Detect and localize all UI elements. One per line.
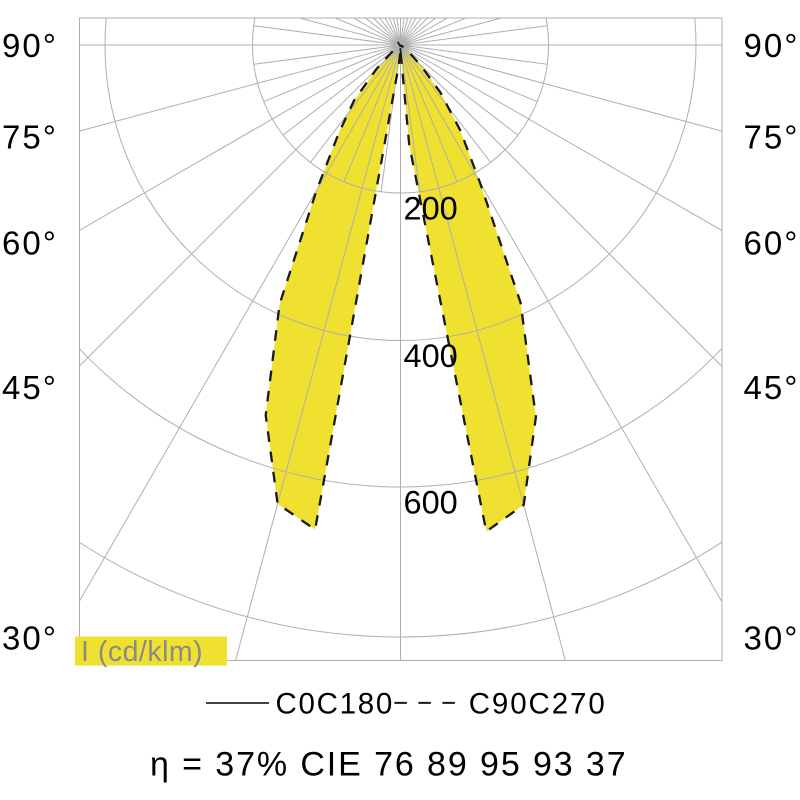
svg-text:200: 200 — [404, 191, 458, 227]
svg-text:45°: 45° — [744, 369, 800, 406]
svg-text:45°: 45° — [2, 369, 58, 406]
svg-text:I (cd/klm): I (cd/klm) — [81, 636, 203, 668]
svg-text:600: 600 — [404, 485, 458, 521]
svg-text:η = 37% CIE 76 89 95 93 37: η = 37% CIE 76 89 95 93 37 — [150, 746, 628, 784]
svg-text:90°: 90° — [744, 27, 800, 64]
svg-text:90°: 90° — [2, 27, 58, 64]
svg-text:30°: 30° — [744, 619, 800, 656]
svg-text:60°: 60° — [744, 225, 800, 262]
svg-text:75°: 75° — [744, 119, 800, 156]
svg-text:C90C270: C90C270 — [469, 687, 607, 720]
svg-text:60°: 60° — [2, 225, 58, 262]
svg-text:75°: 75° — [2, 119, 58, 156]
svg-text:C0C180: C0C180 — [276, 687, 394, 720]
svg-text:30°: 30° — [2, 619, 58, 656]
svg-text:400: 400 — [404, 338, 458, 374]
